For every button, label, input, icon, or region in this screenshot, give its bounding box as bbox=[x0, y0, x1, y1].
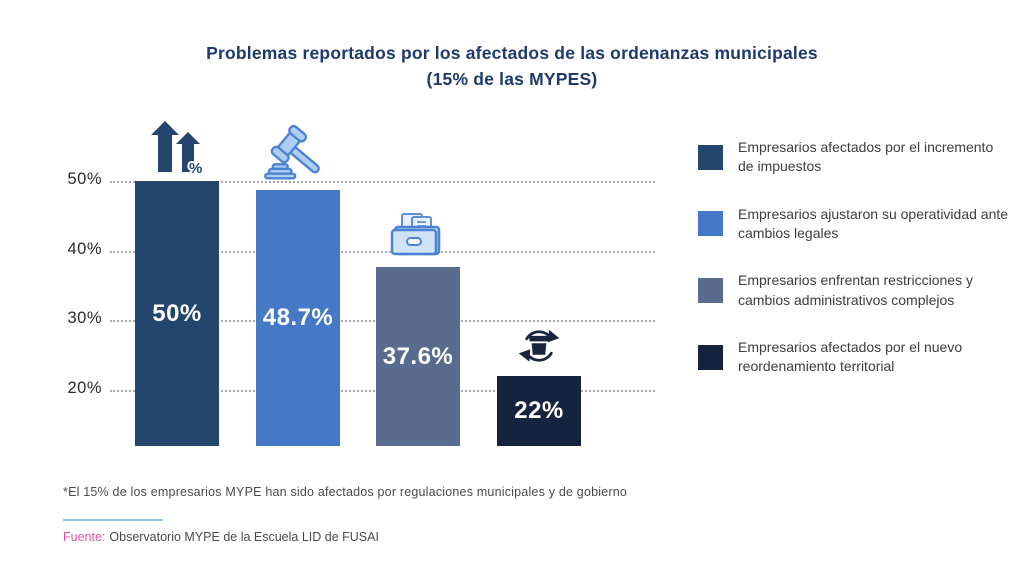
bar-4: 22% bbox=[497, 376, 581, 446]
source-label: Fuente: bbox=[63, 530, 106, 544]
bar-2: 48.7% bbox=[256, 190, 340, 446]
reorder-icon bbox=[513, 323, 565, 369]
bar-value-label: 37.6% bbox=[382, 342, 454, 370]
legend-item: Empresarios enfrentan restricciones y ca… bbox=[698, 271, 1010, 310]
gavel-icon bbox=[260, 125, 336, 183]
bar-value-label: 48.7% bbox=[262, 304, 334, 332]
legend-label: Empresarios afectados por el nuevo reord… bbox=[738, 338, 963, 375]
source-line: Fuente: Observatorio MYPE de la Escuela L… bbox=[63, 530, 379, 544]
legend-label: Empresarios ajustaron su operatividad an… bbox=[738, 205, 1009, 241]
legend-item: Empresarios ajustaron su operatividad an… bbox=[698, 205, 1010, 244]
bar-value-label: 50% bbox=[152, 299, 202, 327]
footnote: *El 15% de los empresarios MYPE han sido… bbox=[63, 485, 628, 499]
chart-title-line1: Problemas reportados por los afectados d… bbox=[206, 43, 818, 63]
chart-title: Problemas reportados por los afectados d… bbox=[0, 40, 1024, 93]
source-divider bbox=[63, 519, 163, 521]
legend-swatch bbox=[698, 144, 723, 170]
legend-label: Empresarios afectados por el incremento … bbox=[738, 139, 994, 175]
y-axis-tick: 20% bbox=[67, 379, 102, 398]
bar-3: 37.6% bbox=[376, 267, 460, 446]
chart-title-line2: (15% de las MYPES) bbox=[426, 69, 598, 90]
y-axis-tick: 50% bbox=[67, 170, 102, 188]
svg-text:%: % bbox=[189, 160, 202, 174]
y-axis-tick: 30% bbox=[67, 309, 102, 328]
bar-1: 50% bbox=[135, 181, 219, 446]
tax-increase-icon: % bbox=[149, 120, 205, 174]
legend-swatch bbox=[698, 278, 723, 304]
gridline bbox=[110, 181, 655, 183]
y-axis-tick: 40% bbox=[67, 239, 102, 258]
gridline bbox=[110, 250, 655, 253]
folder-documents-icon bbox=[387, 212, 449, 260]
legend-item: Empresarios afectados por el nuevo reord… bbox=[698, 338, 1010, 377]
legend-swatch bbox=[698, 211, 723, 237]
legend-swatch bbox=[698, 344, 723, 370]
bar-value-label: 22% bbox=[514, 397, 564, 425]
source-text: Observatorio MYPE de la Escuela LID de F… bbox=[109, 530, 379, 544]
legend-item: Empresarios afectados por el incremento … bbox=[698, 138, 1010, 177]
legend-label: Empresarios enfrentan restricciones y ca… bbox=[738, 272, 973, 308]
legend: Empresarios afectados por el incremento … bbox=[698, 138, 1010, 377]
